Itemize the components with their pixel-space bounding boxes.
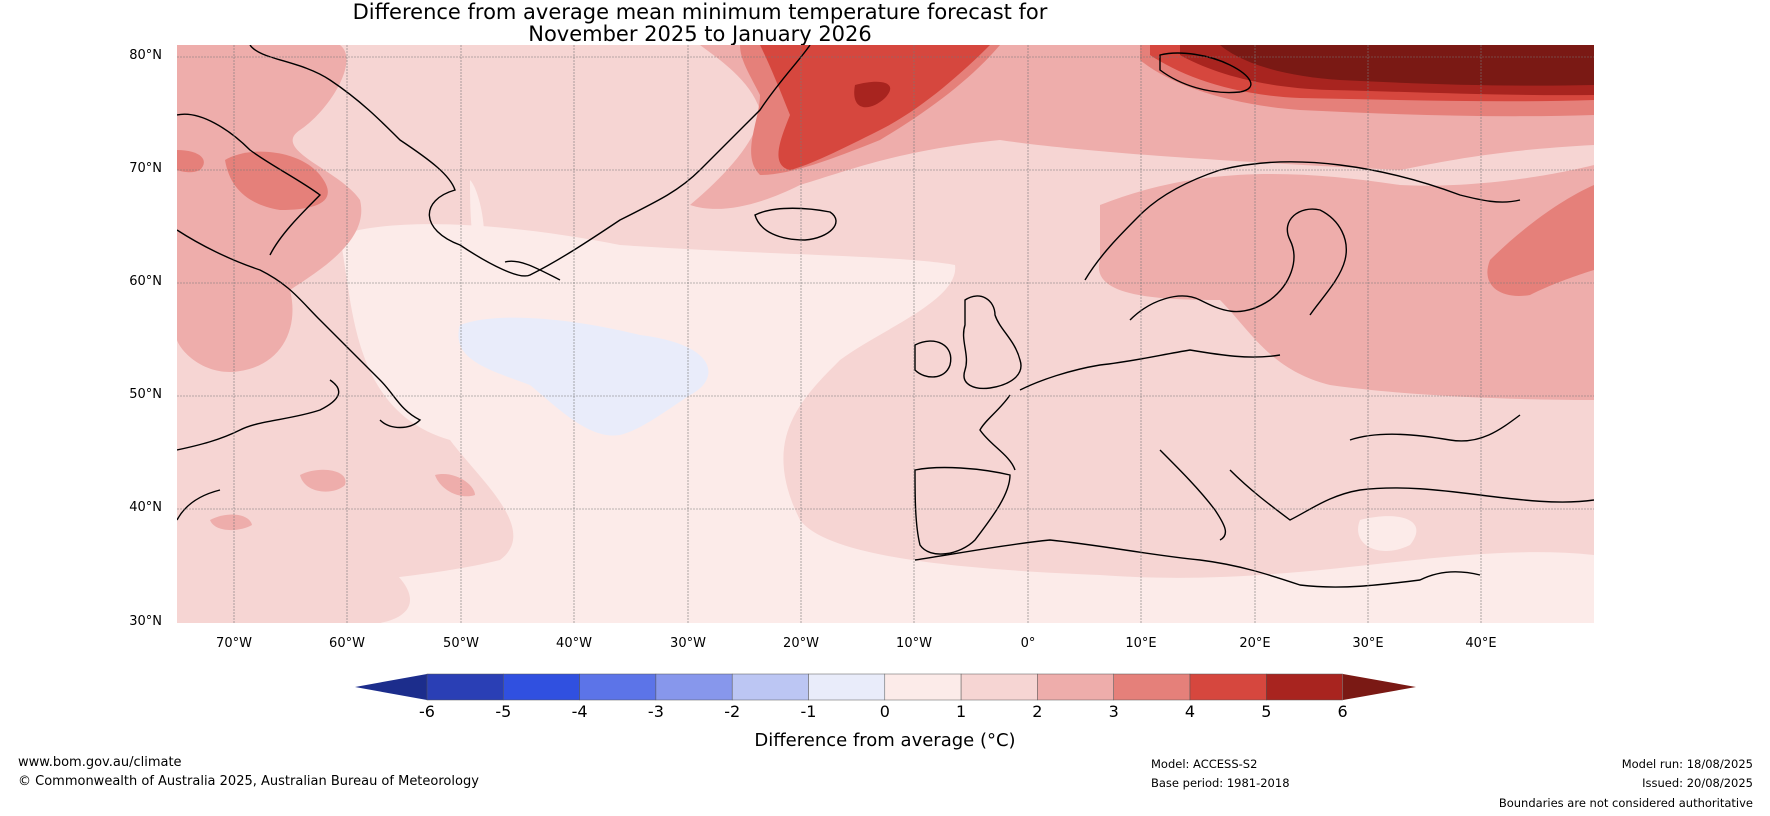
anomaly-band-2-3-patch xyxy=(300,469,346,492)
lon-label-20w: 20°W xyxy=(783,636,819,651)
labrador-coast xyxy=(177,229,422,429)
anomaly-band-0-1-greenland xyxy=(470,180,485,260)
colorbar-tick-label: 6 xyxy=(1337,702,1348,721)
colorbar-segment xyxy=(884,673,962,701)
lat-label-60n: 60°N xyxy=(129,274,162,289)
colorbar-segment xyxy=(426,673,504,701)
colorbar-tick-label: -2 xyxy=(724,702,741,721)
colorbar-segment xyxy=(808,673,886,701)
lon-label-10e: 10°E xyxy=(1125,636,1157,651)
anomaly-band-2-3-west xyxy=(177,45,362,372)
model-name: Model: ACCESS-S2 xyxy=(1151,757,1258,771)
lat-label-70n: 70°N xyxy=(129,161,162,176)
balkans-turkey-coast xyxy=(1229,469,1594,521)
lat-label-80n: 80°N xyxy=(129,48,162,63)
anomaly-band-3-4-russia xyxy=(1487,185,1594,296)
anomaly-band-2-3-patch-b xyxy=(435,474,475,497)
colorbar-extend-high xyxy=(1343,674,1416,700)
lat-label-40n: 40°N xyxy=(129,500,162,515)
france-atlantic-coast xyxy=(979,394,1016,471)
lon-label-30e: 30°E xyxy=(1352,636,1384,651)
lon-label-50w: 50°W xyxy=(443,636,479,651)
boundaries-disclaimer: Boundaries are not considered authoritat… xyxy=(1498,796,1753,810)
map-title-line-2: November 2025 to January 2026 xyxy=(528,22,872,46)
lon-label-0: 0° xyxy=(1020,636,1036,651)
ireland-coast xyxy=(914,340,952,378)
copyright-notice: © Commonwealth of Australia 2025, Austra… xyxy=(18,774,479,789)
colorbar-segment xyxy=(1266,673,1343,701)
colorbar-tick-label: -1 xyxy=(800,702,817,721)
colorbar xyxy=(355,673,1416,701)
anomaly-band-neg1-0 xyxy=(458,317,709,436)
north-sea-coast xyxy=(1019,349,1281,391)
lon-label-10w: 10°W xyxy=(896,636,932,651)
greenland-coast-b xyxy=(504,260,561,281)
colorbar-extend-low xyxy=(355,674,427,700)
coastlines xyxy=(177,45,1594,588)
anomaly-band-5-6-greenland-sea xyxy=(854,81,891,108)
black-sea-coast xyxy=(1349,414,1521,442)
map-title-line-1: Difference from average mean minimum tem… xyxy=(352,0,1048,24)
model-run-date: Model run: 18/08/2025 xyxy=(1621,757,1753,771)
lat-label-50n: 50°N xyxy=(129,387,162,402)
maine-coast xyxy=(177,489,221,521)
anomaly-band-2-3-patch-c xyxy=(210,514,252,531)
colorbar-tick-label: -6 xyxy=(419,702,435,721)
colorbar-segment xyxy=(1037,673,1114,701)
anomaly-band-1-2-patch-sw xyxy=(177,520,410,623)
anomaly-band-1-2-patch xyxy=(820,457,984,553)
newfoundland-coast xyxy=(177,379,340,451)
north-africa-coast xyxy=(914,539,1481,588)
lon-label-70w: 70°W xyxy=(216,636,252,651)
lon-label-30w: 30°W xyxy=(670,636,706,651)
colorbar-tick-label: 0 xyxy=(879,702,890,721)
lon-label-40w: 40°W xyxy=(556,636,592,651)
website-url: www.bom.gov.au/climate xyxy=(18,755,182,770)
colorbar-tick-label: -5 xyxy=(495,702,512,721)
colorbar-tick-label: -3 xyxy=(647,702,664,721)
colorbar-segment xyxy=(1189,673,1267,701)
colorbar-segment xyxy=(1113,673,1191,701)
graticule xyxy=(177,45,1594,623)
colorbar-tick-label: 1 xyxy=(956,702,967,721)
issued-date: Issued: 20/08/2025 xyxy=(1642,776,1753,790)
colorbar-tick-label: 2 xyxy=(1032,702,1043,721)
baffin-coast xyxy=(177,113,322,256)
colorbar-segment xyxy=(655,673,733,701)
scandinavia-coast xyxy=(1084,161,1521,281)
base-period: Base period: 1981-2018 xyxy=(1151,776,1290,790)
anomaly-band-0-1-aegean xyxy=(1358,516,1417,551)
anomaly-band-above-6 xyxy=(1220,45,1594,86)
italy-coast xyxy=(1159,449,1227,541)
colorbar-tick-label: -4 xyxy=(571,702,588,721)
iberia-coast xyxy=(914,466,1011,555)
lon-label-20e: 20°E xyxy=(1239,636,1271,651)
colorbar-tick-label: 3 xyxy=(1108,702,1119,721)
colorbar-segment xyxy=(731,673,809,701)
anomaly-band-2-3-scandinavia xyxy=(1098,165,1594,400)
colorbar-segment xyxy=(960,673,1038,701)
baltic-coast xyxy=(1129,208,1347,321)
colorbar-segment xyxy=(579,673,657,701)
svalbard-coast xyxy=(1159,52,1252,94)
lon-label-40e: 40°E xyxy=(1465,636,1497,651)
great-britain-coast xyxy=(962,295,1022,390)
colorbar-tick-label: 4 xyxy=(1184,702,1196,721)
greenland-coast xyxy=(249,45,811,277)
colorbar-segment xyxy=(503,673,580,701)
colorbar-tick-label: 5 xyxy=(1261,702,1272,721)
anomaly-band-3-4-baffin xyxy=(225,151,328,210)
anomaly-fill-layer xyxy=(177,45,1594,623)
lat-label-30n: 30°N xyxy=(129,614,162,629)
anomaly-band-3-4-edge xyxy=(177,150,204,173)
lon-label-60w: 60°W xyxy=(329,636,365,651)
colorbar-title: Difference from average (°C) xyxy=(754,730,1016,751)
iceland-coast xyxy=(754,207,837,241)
anomaly-band-4-5-greenland-sea xyxy=(760,45,990,170)
